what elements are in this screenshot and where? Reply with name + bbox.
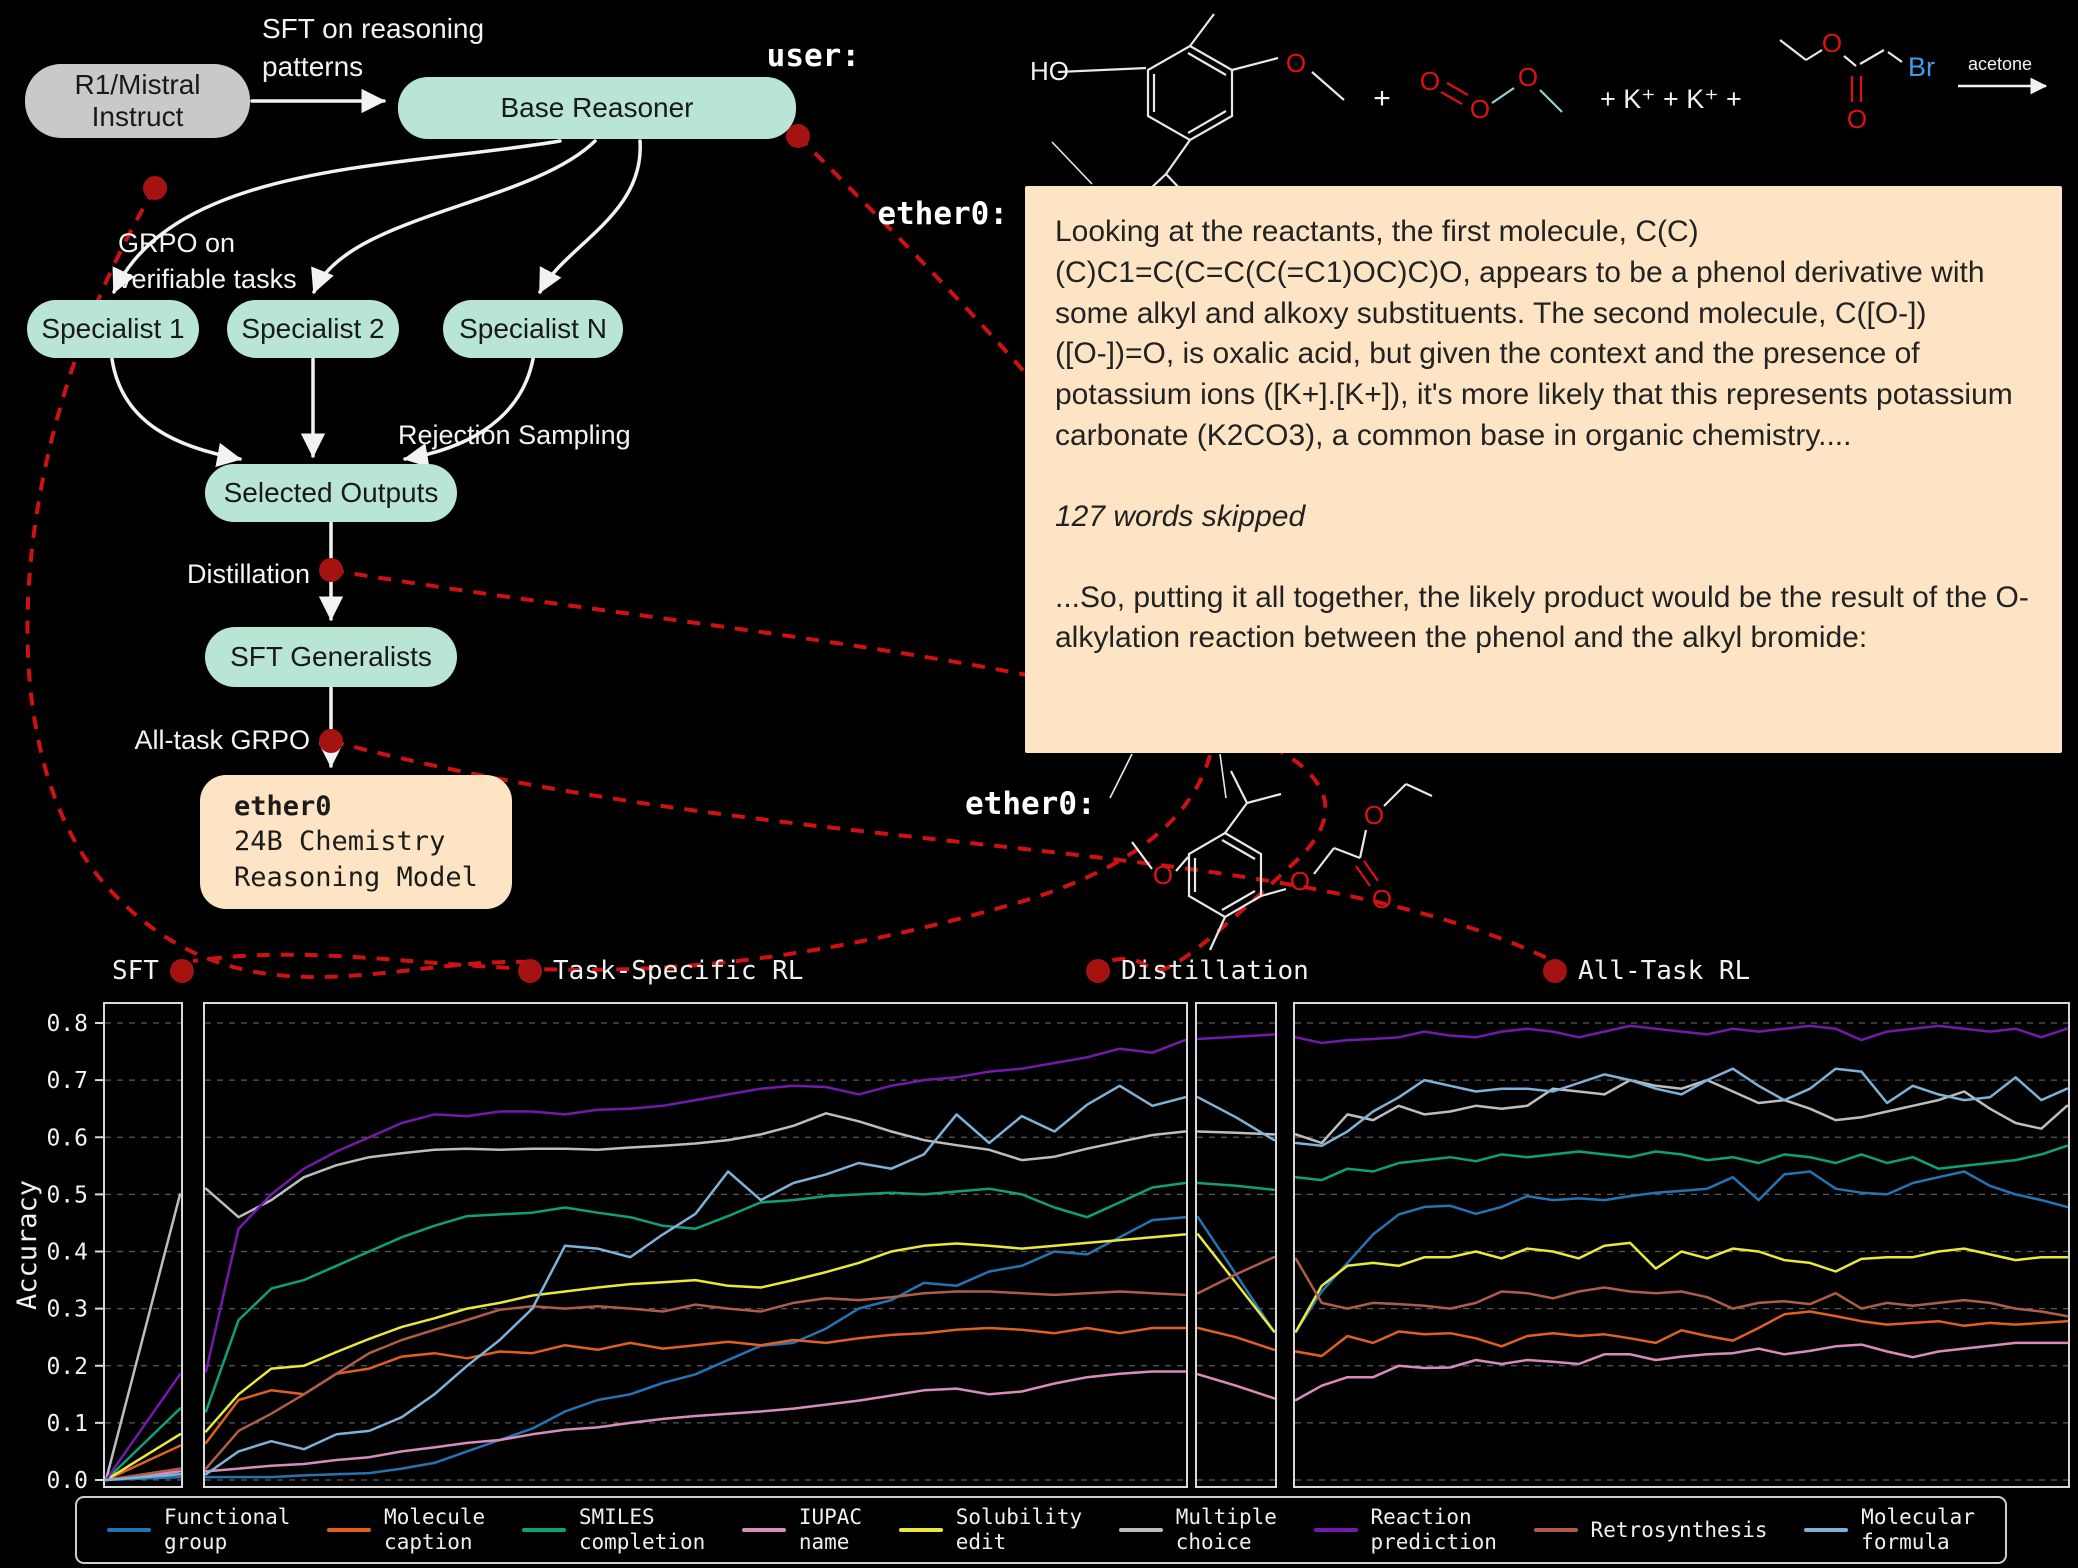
panel-header-task-rl: Task-Specific RL bbox=[518, 955, 803, 987]
chart-legend: Functional group Molecule caption SMILES c… bbox=[75, 1496, 2007, 1564]
series-solubility-edit bbox=[104, 1233, 2069, 1482]
chart-panel-all_rl bbox=[1293, 1002, 2070, 1488]
sft-arrow-label-line2: patterns bbox=[262, 50, 364, 82]
grpo-label: GRPO on verifiable tasks bbox=[118, 225, 358, 298]
chart-panel-task_rl bbox=[203, 1002, 1188, 1488]
distillation-label: Distillation bbox=[186, 559, 310, 589]
legend-swatch bbox=[107, 1528, 151, 1532]
red-dot-alltask-panel bbox=[1543, 959, 1567, 983]
legend-label: Solubility edit bbox=[955, 1505, 1083, 1554]
y-tick-0.3: 0.3 bbox=[46, 1297, 88, 1323]
ether0-response-box: Looking at the reactants, the first mole… bbox=[1025, 186, 2062, 753]
legend-swatch bbox=[1804, 1528, 1849, 1532]
legend-label: Molecule caption bbox=[384, 1505, 486, 1554]
base-reasoner-box: Base Reasoner bbox=[398, 77, 796, 139]
series-molecule-caption bbox=[104, 1310, 2069, 1482]
user-turn-label: user: bbox=[766, 38, 860, 74]
red-dot-task-rl-panel bbox=[518, 959, 542, 983]
legend-swatch bbox=[1313, 1528, 1358, 1532]
legend-label: IUPAC name bbox=[798, 1505, 863, 1554]
ether0-model-name: ether0 bbox=[234, 790, 332, 822]
sft-arrow-label-line1: SFT on reasoning bbox=[262, 13, 485, 44]
legend-item-solubility-edit: Solubility edit bbox=[898, 1505, 1083, 1555]
y-tick-0.4: 0.4 bbox=[46, 1240, 88, 1266]
panel-header-alltask: All-Task RL bbox=[1543, 955, 1750, 987]
legend-swatch bbox=[898, 1528, 943, 1532]
specialist2-box: Specialist 2 bbox=[227, 300, 399, 358]
legend-item-smiles-completion: SMILES completion bbox=[521, 1505, 706, 1555]
r1-mistral-instruct-box: R1/Mistral Instruct bbox=[25, 64, 250, 138]
legend-swatch bbox=[521, 1528, 566, 1532]
legend-item-iupac-name: IUPAC name bbox=[741, 1505, 863, 1555]
series-smiles-completion bbox=[104, 1144, 2069, 1482]
specialistN-box: Specialist N bbox=[443, 300, 623, 358]
chat-transcript: user: ether0: Looking at the reactants, … bbox=[766, 38, 2062, 822]
legend-label: Molecular formula bbox=[1861, 1505, 1975, 1554]
legend-item-multiple-choice: Multiple choice bbox=[1118, 1505, 1277, 1555]
series-retrosynthesis bbox=[104, 1255, 2069, 1482]
response-paragraph-2: ...So, putting it all together, the like… bbox=[1055, 580, 2029, 655]
red-dot-sft-panel bbox=[169, 959, 194, 983]
selected-outputs-box: Selected Outputs bbox=[205, 464, 457, 522]
panel-frame-sft bbox=[103, 1002, 183, 1488]
grpo-label-line1: GRPO on bbox=[118, 228, 236, 258]
panel-frame-task_rl bbox=[203, 1002, 1188, 1488]
panel-header-distillation-label: Distillation bbox=[1121, 956, 1309, 986]
flow-diagram: SFT on reasoning patterns R1/Mistral Ins… bbox=[0, 0, 900, 960]
y-tick-0.0: 0.0 bbox=[46, 1468, 88, 1494]
sft-generalists-box: SFT Generalists bbox=[205, 627, 457, 687]
legend-label: Multiple choice bbox=[1175, 1505, 1277, 1554]
legend-swatch bbox=[1118, 1528, 1163, 1532]
y-tick-0.5: 0.5 bbox=[46, 1182, 88, 1208]
alltask-grpo-label: All-task GRPO bbox=[134, 725, 310, 755]
legend-item-molecule-caption: Molecule caption bbox=[327, 1505, 485, 1555]
legend-item-retrosynthesis: Retrosynthesis bbox=[1533, 1517, 1768, 1543]
y-tick-0.7: 0.7 bbox=[46, 1068, 88, 1094]
rejection-sampling-label: Rejection Sampling bbox=[398, 420, 631, 450]
grpo-label-line2: verifiable tasks bbox=[118, 264, 297, 295]
ether0-model-box: ether0 24B Chemistry Reasoning Model bbox=[200, 775, 512, 909]
sft-arrow-label: SFT on reasoning patterns bbox=[262, 10, 522, 86]
panel-header-task-rl-label: Task-Specific RL bbox=[553, 956, 804, 986]
y-tick-0.1: 0.1 bbox=[46, 1411, 88, 1437]
ether0-turn-label: ether0: bbox=[877, 196, 1008, 232]
y-axis: 0.0 0.1 0.2 0.3 0.4 0.5 0.6 0.7 0.8 Accuracy bbox=[12, 1011, 104, 1494]
chart-panel-sft bbox=[103, 1002, 183, 1488]
ether0-turn-label-2: ether0: bbox=[965, 786, 1096, 822]
panel-header-distillation: Distillation bbox=[1086, 955, 1309, 987]
legend-swatch bbox=[1533, 1527, 1578, 1532]
legend-item-functional-group: Functional group bbox=[107, 1505, 290, 1555]
ether0-model-line2: 24B Chemistry bbox=[234, 826, 446, 858]
legend-label: Functional group bbox=[164, 1505, 291, 1554]
y-tick-0.2: 0.2 bbox=[46, 1354, 88, 1380]
panel-header-sft-label: SFT bbox=[112, 956, 159, 986]
series-molecular-formula bbox=[104, 1067, 2069, 1482]
legend-swatch bbox=[741, 1528, 786, 1532]
red-dot-distillation-panel bbox=[1086, 959, 1110, 983]
y-tick-0.6: 0.6 bbox=[46, 1125, 88, 1151]
legend-item-reaction-prediction: Reaction prediction bbox=[1313, 1505, 1497, 1555]
words-skipped-note: 127 words skipped bbox=[1055, 499, 1306, 533]
series-iupac-name bbox=[104, 1341, 2069, 1482]
legend-label: SMILES completion bbox=[578, 1505, 706, 1554]
y-axis-title: Accuracy bbox=[12, 1180, 43, 1310]
panel-frame-all_rl bbox=[1293, 1002, 2070, 1488]
legend-label: Retrosynthesis bbox=[1590, 1517, 1768, 1542]
chart-panel-distill bbox=[1195, 1002, 1277, 1488]
legend-label: Reaction prediction bbox=[1370, 1505, 1497, 1554]
specialist1-box: Specialist 1 bbox=[27, 300, 199, 358]
panel-header-sft: SFT bbox=[112, 955, 194, 987]
legend-swatch bbox=[327, 1528, 372, 1532]
ether0-model-line3: Reasoning Model bbox=[234, 861, 478, 893]
response-paragraph-1: Looking at the reactants, the first mole… bbox=[1055, 215, 2013, 452]
panel-frame-distill bbox=[1195, 1002, 1277, 1488]
legend-item-molecular-formula: Molecular formula bbox=[1804, 1505, 1975, 1555]
y-tick-0.8: 0.8 bbox=[46, 1011, 88, 1037]
series-reaction-prediction bbox=[104, 1024, 2069, 1482]
series-functional-group bbox=[104, 1170, 2069, 1482]
panel-header-alltask-label: All-Task RL bbox=[1578, 956, 1751, 986]
series-multiple-choice bbox=[104, 1078, 2069, 1482]
